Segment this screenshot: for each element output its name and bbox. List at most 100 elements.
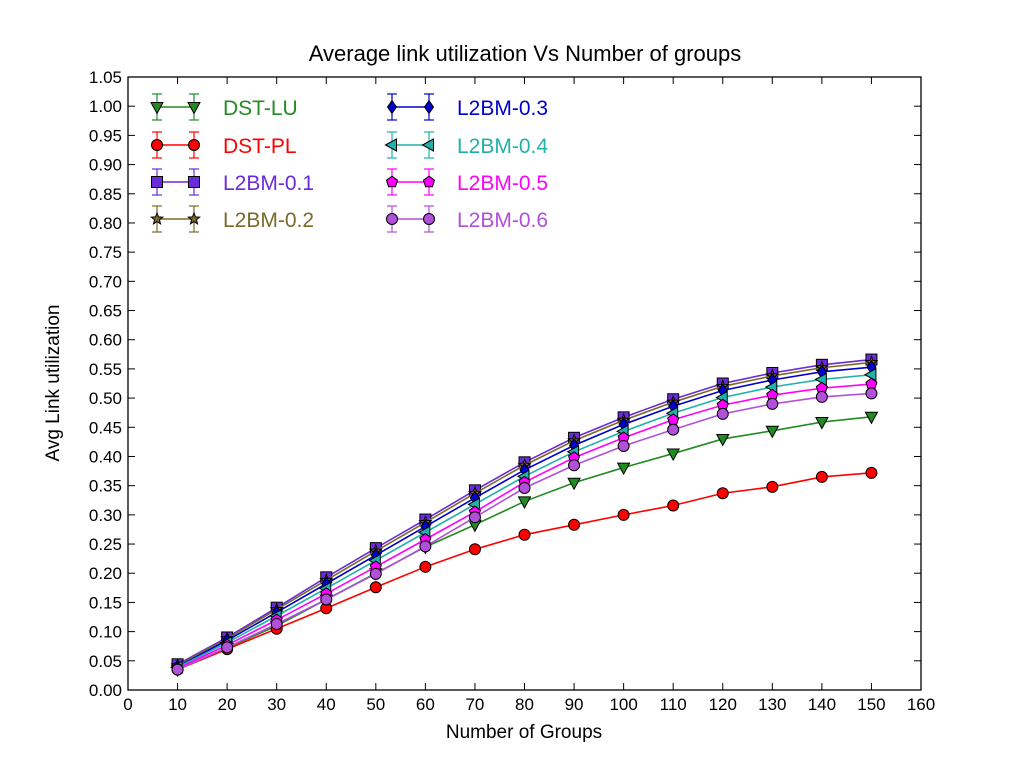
y-tick-label: 0.65 xyxy=(89,302,122,321)
data-point xyxy=(666,448,681,462)
data-point xyxy=(863,367,877,382)
y-tick-label: 0.05 xyxy=(89,652,122,671)
legend-entry: L2BM-0.5 xyxy=(385,168,548,196)
data-point xyxy=(468,543,481,556)
legend-marker xyxy=(386,213,398,225)
y-tick-label: 0.15 xyxy=(89,593,122,612)
legend-marker xyxy=(187,102,201,115)
y-tick-label: 0.40 xyxy=(89,447,122,466)
y-tick-label: 0.25 xyxy=(89,535,122,554)
legend-label: DST-PL xyxy=(223,135,297,158)
y-tick-label: 0.30 xyxy=(89,506,122,525)
y-tick-label: 1.00 xyxy=(89,97,122,116)
legend-entry: L2BM-0.4 xyxy=(384,131,548,159)
data-point xyxy=(716,407,729,420)
data-point xyxy=(865,387,878,400)
data-point xyxy=(815,417,829,430)
x-tick-label: 10 xyxy=(168,695,187,714)
x-tick-label: 80 xyxy=(515,695,534,714)
legend-marker xyxy=(385,175,399,188)
data-point xyxy=(468,511,481,524)
legend-entry: DST-LU xyxy=(150,93,298,121)
x-tick-label: 20 xyxy=(218,695,237,714)
data-point xyxy=(419,560,432,573)
plot-frame xyxy=(127,76,922,691)
legend-label: L2BM-0.3 xyxy=(457,97,548,120)
y-tick-label: 0.55 xyxy=(89,360,122,379)
y-tick-label: 0.45 xyxy=(89,418,122,437)
data-point xyxy=(814,372,827,387)
data-point xyxy=(518,482,531,495)
x-tick-label: 70 xyxy=(465,695,484,714)
x-tick-label: 30 xyxy=(267,695,286,714)
data-point xyxy=(617,439,630,452)
legend-marker xyxy=(188,176,200,188)
data-point xyxy=(221,641,234,654)
legend-marker xyxy=(151,139,163,151)
data-point xyxy=(617,508,630,521)
legend-label: L2BM-0.4 xyxy=(457,135,548,158)
legend-label: DST-LU xyxy=(223,97,298,120)
y-tick-label: 0.10 xyxy=(89,623,122,642)
legend-label: L2BM-0.1 xyxy=(223,172,314,195)
legend-marker xyxy=(421,138,434,152)
x-tick-label: 60 xyxy=(416,695,435,714)
y-tick-label: 0.35 xyxy=(89,477,122,496)
x-tick-label: 130 xyxy=(758,695,786,714)
legend-entry: L2BM-0.2 xyxy=(149,205,314,233)
y-tick-label: 0.90 xyxy=(89,156,122,175)
legend-marker xyxy=(423,213,435,225)
data-point xyxy=(865,466,878,479)
data-point xyxy=(765,425,780,439)
series-l2bm-0-6 xyxy=(171,387,878,676)
legend-marker xyxy=(186,211,202,225)
legend-entry: DST-PL xyxy=(151,131,297,159)
y-tick-label: 1.05 xyxy=(89,68,122,87)
y-tick-label: 0.00 xyxy=(89,681,122,700)
series-dst-lu xyxy=(170,411,879,678)
data-point xyxy=(171,663,184,676)
x-tick-label: 0 xyxy=(123,695,132,714)
x-tick-label: 40 xyxy=(317,695,336,714)
legend-marker xyxy=(422,175,436,188)
x-tick-label: 100 xyxy=(609,695,637,714)
data-point xyxy=(369,567,382,580)
axis-ticks: 0 10 20 30 40 50 60 70 80 90 100 110 120 130 140 150 160… xyxy=(89,68,935,714)
legend-marker xyxy=(150,102,164,115)
legend-marker xyxy=(151,176,163,188)
data-point xyxy=(567,477,581,491)
y-tick-label: 0.80 xyxy=(89,214,122,233)
data-point xyxy=(815,390,828,403)
x-tick-label: 160 xyxy=(907,695,935,714)
data-point xyxy=(667,499,680,512)
x-tick-label: 150 xyxy=(857,695,885,714)
data-point xyxy=(616,462,631,476)
data-point xyxy=(766,397,779,410)
data-point xyxy=(369,581,382,594)
data-point xyxy=(715,433,730,447)
x-tick-label: 90 xyxy=(565,695,584,714)
data-point xyxy=(320,593,333,606)
legend-entry: L2BM-0.1 xyxy=(151,168,314,196)
y-tick-label: 0.75 xyxy=(89,243,122,262)
x-tick-label: 120 xyxy=(709,695,737,714)
data-point xyxy=(270,618,283,631)
legend-marker xyxy=(188,139,200,151)
data-point xyxy=(815,470,828,483)
legend-entry: L2BM-0.3 xyxy=(386,93,548,121)
x-tick-label: 50 xyxy=(366,695,385,714)
legend-label: L2BM-0.2 xyxy=(223,209,314,232)
data-point xyxy=(518,528,531,541)
y-tick-label: 0.85 xyxy=(89,185,122,204)
y-tick-label: 0.60 xyxy=(89,331,122,350)
y-tick-label: 0.70 xyxy=(89,272,122,291)
legend-marker xyxy=(386,99,398,115)
data-point xyxy=(766,480,779,493)
data-point xyxy=(716,487,729,500)
x-tick-label: 140 xyxy=(808,695,836,714)
x-tick-label: 110 xyxy=(660,695,687,714)
y-axis-title: Avg Link utilization xyxy=(43,304,64,461)
legend-label: L2BM-0.5 xyxy=(457,172,548,195)
legend-marker xyxy=(149,211,165,225)
